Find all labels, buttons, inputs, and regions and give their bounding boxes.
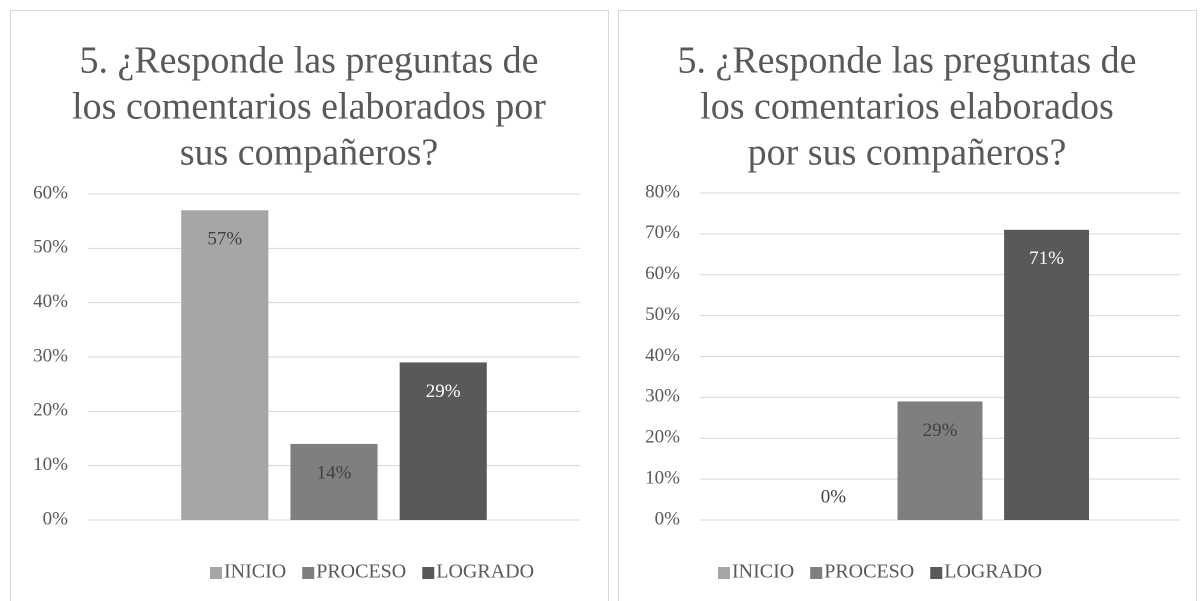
- chart-title: por sus compañeros?: [748, 132, 1067, 174]
- legend-label: INICIO: [224, 561, 286, 583]
- y-tick-label: 30%: [645, 386, 680, 407]
- y-tick-label: 20%: [645, 427, 680, 448]
- legend-swatch: [422, 567, 435, 579]
- data-label: 14%: [317, 462, 352, 483]
- bar: [399, 362, 487, 520]
- chart-title: sus compañeros?: [180, 132, 439, 174]
- y-tick-label: 50%: [33, 237, 68, 258]
- data-label: 0%: [821, 486, 847, 507]
- data-label: 29%: [923, 420, 958, 441]
- y-tick-label: 60%: [33, 182, 68, 203]
- chart-title: 5. ¿Responde las preguntas de: [79, 40, 538, 82]
- y-tick-label: 70%: [645, 222, 680, 243]
- legend-swatch: [210, 567, 222, 579]
- legend-label: PROCESO: [824, 561, 914, 583]
- y-tick-label: 0%: [655, 508, 681, 529]
- y-tick-label: 40%: [33, 291, 68, 312]
- y-tick-label: 10%: [33, 454, 68, 475]
- y-tick-label: 50%: [645, 304, 680, 325]
- chart-title: los comentarios elaborados por: [72, 86, 546, 128]
- chart-title: 5. ¿Responde las preguntas de: [677, 40, 1136, 82]
- data-label: 29%: [426, 381, 461, 402]
- bar: [1004, 229, 1090, 520]
- y-tick-label: 40%: [645, 345, 680, 366]
- legend-swatch: [810, 567, 823, 579]
- chart-border: [618, 10, 1197, 601]
- legend-label: PROCESO: [316, 561, 406, 583]
- data-label: 57%: [207, 229, 242, 250]
- legend-swatch: [302, 567, 315, 579]
- chart-title: los comentarios elaborados: [700, 86, 1114, 128]
- bar: [897, 401, 983, 520]
- data-label: 71%: [1029, 248, 1064, 269]
- legend-swatch: [718, 567, 730, 579]
- chart-border: [10, 10, 609, 601]
- y-tick-label: 80%: [645, 181, 680, 202]
- y-tick-label: 0%: [43, 508, 69, 529]
- y-tick-label: 20%: [33, 400, 68, 421]
- bar: [181, 210, 269, 521]
- legend-label: LOGRADO: [436, 561, 534, 583]
- legend-swatch: [930, 567, 943, 579]
- bar: [290, 443, 378, 520]
- y-tick-label: 10%: [645, 467, 680, 488]
- y-tick-label: 60%: [645, 263, 680, 284]
- y-tick-label: 30%: [33, 345, 68, 366]
- legend-label: LOGRADO: [944, 561, 1042, 583]
- legend-label: INICIO: [732, 561, 794, 583]
